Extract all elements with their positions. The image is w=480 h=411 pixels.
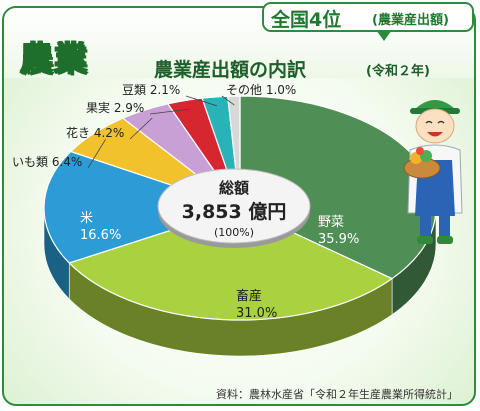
pie-slice	[68, 207, 394, 321]
slice-value-label: 31.0%	[236, 306, 277, 321]
vegetable-basket	[403, 157, 441, 179]
center-ellipse	[157, 168, 311, 244]
center-total-value: 3,853 億円	[182, 200, 287, 223]
slice-outside-label: 豆類 2.1%	[122, 83, 180, 97]
farmer-boot	[417, 236, 433, 244]
rank-main-text: 全国4位	[271, 9, 342, 31]
leader-line	[87, 139, 106, 169]
leader-line	[221, 95, 235, 106]
category-title: 農業	[19, 38, 88, 79]
rank-sub-text: (農業産出額)	[372, 13, 449, 28]
slice-value-label: 16.6%	[80, 228, 121, 243]
farmer-illustration	[403, 100, 463, 244]
slice-outside-label: その他 1.0%	[226, 83, 296, 97]
pie-slice	[43, 150, 242, 264]
center-label: 総額	[219, 179, 249, 197]
center-percent: (100%)	[214, 226, 254, 239]
leader-line	[185, 95, 217, 107]
slice-outside-label: 花き 4.2%	[66, 125, 124, 140]
center-total: 総額 3,853 億円 (100%)	[157, 168, 311, 248]
slice-outside-label: いも類 6.4%	[12, 155, 82, 169]
chart-title: 農業産出額の内訳	[154, 59, 307, 81]
rank-badge: 全国4位 (農業産出額)	[262, 2, 474, 41]
slice-category-label: 野菜	[318, 215, 344, 230]
farmer-face	[415, 108, 455, 144]
source-note: 資料：農林水産省「令和２年生産農業所得統計」	[216, 388, 458, 401]
chart-subtitle: (令和２年)	[366, 64, 430, 79]
slice-outside-label: 果実 2.9%	[86, 100, 144, 115]
leader-line	[149, 108, 190, 115]
leader-line	[129, 117, 153, 140]
label-layer: 野菜 35.9% 畜産 31.0% 米 16.6% いも類 6.4% 花き 4.2% 果実 2.…	[12, 83, 359, 321]
slice-category-label: 畜産	[236, 288, 262, 304]
farmer-cap	[414, 100, 456, 110]
slice-value-label: 35.9%	[318, 232, 359, 247]
farmer-boot	[437, 236, 453, 244]
slice-category-label: 米	[80, 211, 93, 226]
leader-layer	[87, 95, 235, 169]
